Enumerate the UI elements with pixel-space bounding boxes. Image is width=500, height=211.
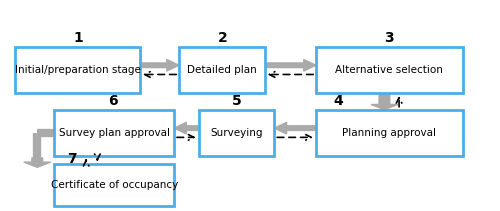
Text: 6: 6 <box>108 94 118 108</box>
Text: Survey plan approval: Survey plan approval <box>59 128 170 138</box>
FancyBboxPatch shape <box>54 164 174 206</box>
Text: 7: 7 <box>66 152 76 166</box>
FancyArrow shape <box>274 122 316 134</box>
Text: 4: 4 <box>333 94 343 108</box>
Text: 3: 3 <box>384 31 394 45</box>
Text: Initial/preparation stage: Initial/preparation stage <box>14 65 140 75</box>
Text: Planning approval: Planning approval <box>342 128 436 138</box>
Text: Certificate of occupancy: Certificate of occupancy <box>50 180 178 190</box>
Text: Alternative selection: Alternative selection <box>336 65 443 75</box>
FancyBboxPatch shape <box>316 47 462 93</box>
Text: Detailed plan: Detailed plan <box>187 65 256 75</box>
Text: Surveying: Surveying <box>210 128 262 138</box>
FancyArrow shape <box>140 60 179 71</box>
FancyArrow shape <box>174 122 199 134</box>
FancyArrow shape <box>264 60 316 71</box>
FancyBboxPatch shape <box>15 47 140 93</box>
FancyBboxPatch shape <box>179 47 264 93</box>
FancyBboxPatch shape <box>54 110 174 156</box>
Text: 2: 2 <box>218 31 228 45</box>
Text: 5: 5 <box>232 94 241 108</box>
FancyBboxPatch shape <box>316 110 462 156</box>
FancyArrow shape <box>371 93 398 110</box>
Text: 1: 1 <box>74 31 84 45</box>
FancyBboxPatch shape <box>198 110 274 156</box>
FancyArrow shape <box>24 158 50 167</box>
